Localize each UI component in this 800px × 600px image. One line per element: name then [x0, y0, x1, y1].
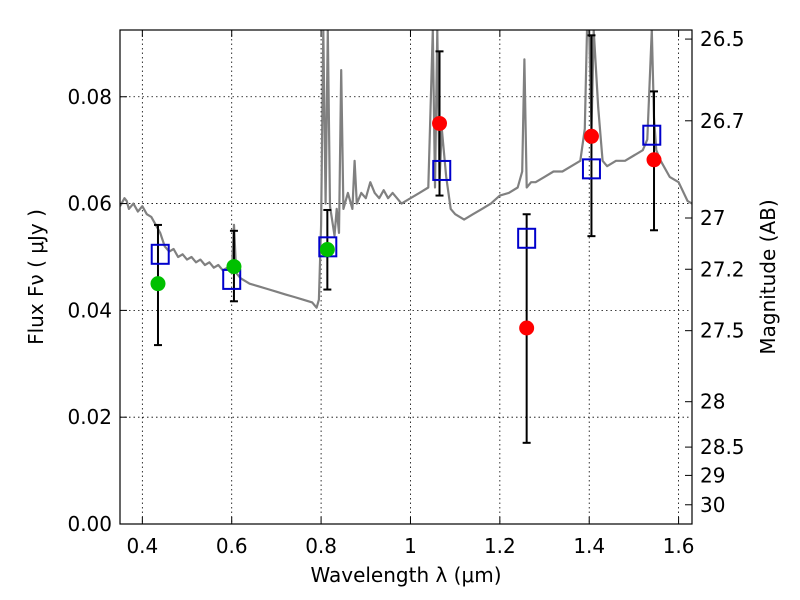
magnitude-tick-label: 29: [700, 463, 725, 487]
observed-flux-point: [646, 152, 662, 168]
model-flux-point: [517, 227, 537, 249]
x-tick-label: 1.2: [484, 534, 516, 558]
x-axis: 0.4 0.6 0.8 1 1.2 1.4 1.6: [126, 30, 695, 558]
x-tick-label: 0.6: [216, 534, 248, 558]
model-flux-point: [581, 158, 601, 180]
y-axis-title-left: Flux Fν ( μJy ): [24, 209, 48, 345]
x-tick-label: 1.4: [573, 534, 605, 558]
magnitude-tick-label: 27: [700, 206, 725, 230]
x-tick-label: 1: [404, 534, 417, 558]
model-flux-point: [432, 159, 452, 181]
y-tick-label: 0.04: [67, 298, 112, 322]
grid: [120, 30, 692, 525]
x-tick-label: 1.6: [663, 534, 695, 558]
plot-frame: [119, 29, 693, 525]
observed-flux-point: [432, 115, 448, 131]
y-tick-label: 0.02: [67, 405, 112, 429]
observed-flux-point: [150, 276, 166, 292]
error-bars: [153, 34, 659, 444]
y-axis-left: 0.00 0.02 0.04 0.06 0.08: [67, 85, 127, 536]
x-tick-label: 0.8: [305, 534, 337, 558]
magnitude-tick-label: 26.7: [700, 109, 745, 133]
magnitude-tick-label: 28: [700, 390, 725, 414]
y-axis-title-right: Magnitude (AB): [756, 199, 780, 354]
observed-flux-point: [583, 128, 599, 144]
magnitude-tick-label: 28.5: [700, 435, 745, 459]
observed-flux-point: [519, 320, 535, 336]
x-axis-title: Wavelength λ (μm): [310, 563, 501, 587]
observed-flux-point: [226, 259, 242, 275]
model-spectrum-line: [120, 30, 692, 309]
magnitude-tick-label: 27.2: [700, 257, 745, 281]
observed-flux-point: [319, 241, 335, 257]
y-axis-right: 26.5 26.7 27 27.2 27.5 28 28.5 29 30: [685, 27, 745, 517]
y-tick-label: 0.08: [67, 85, 112, 109]
magnitude-tick-label: 30: [700, 493, 725, 517]
observed-photometry-points: [150, 115, 662, 336]
model-flux-point: [642, 124, 662, 146]
magnitude-tick-label: 26.5: [700, 27, 745, 51]
y-tick-label: 0.06: [67, 192, 112, 216]
magnitude-tick-label: 27.5: [700, 319, 745, 343]
y-tick-label: 0.00: [67, 512, 112, 536]
x-tick-label: 0.4: [126, 534, 158, 558]
model-flux-point: [150, 243, 170, 265]
